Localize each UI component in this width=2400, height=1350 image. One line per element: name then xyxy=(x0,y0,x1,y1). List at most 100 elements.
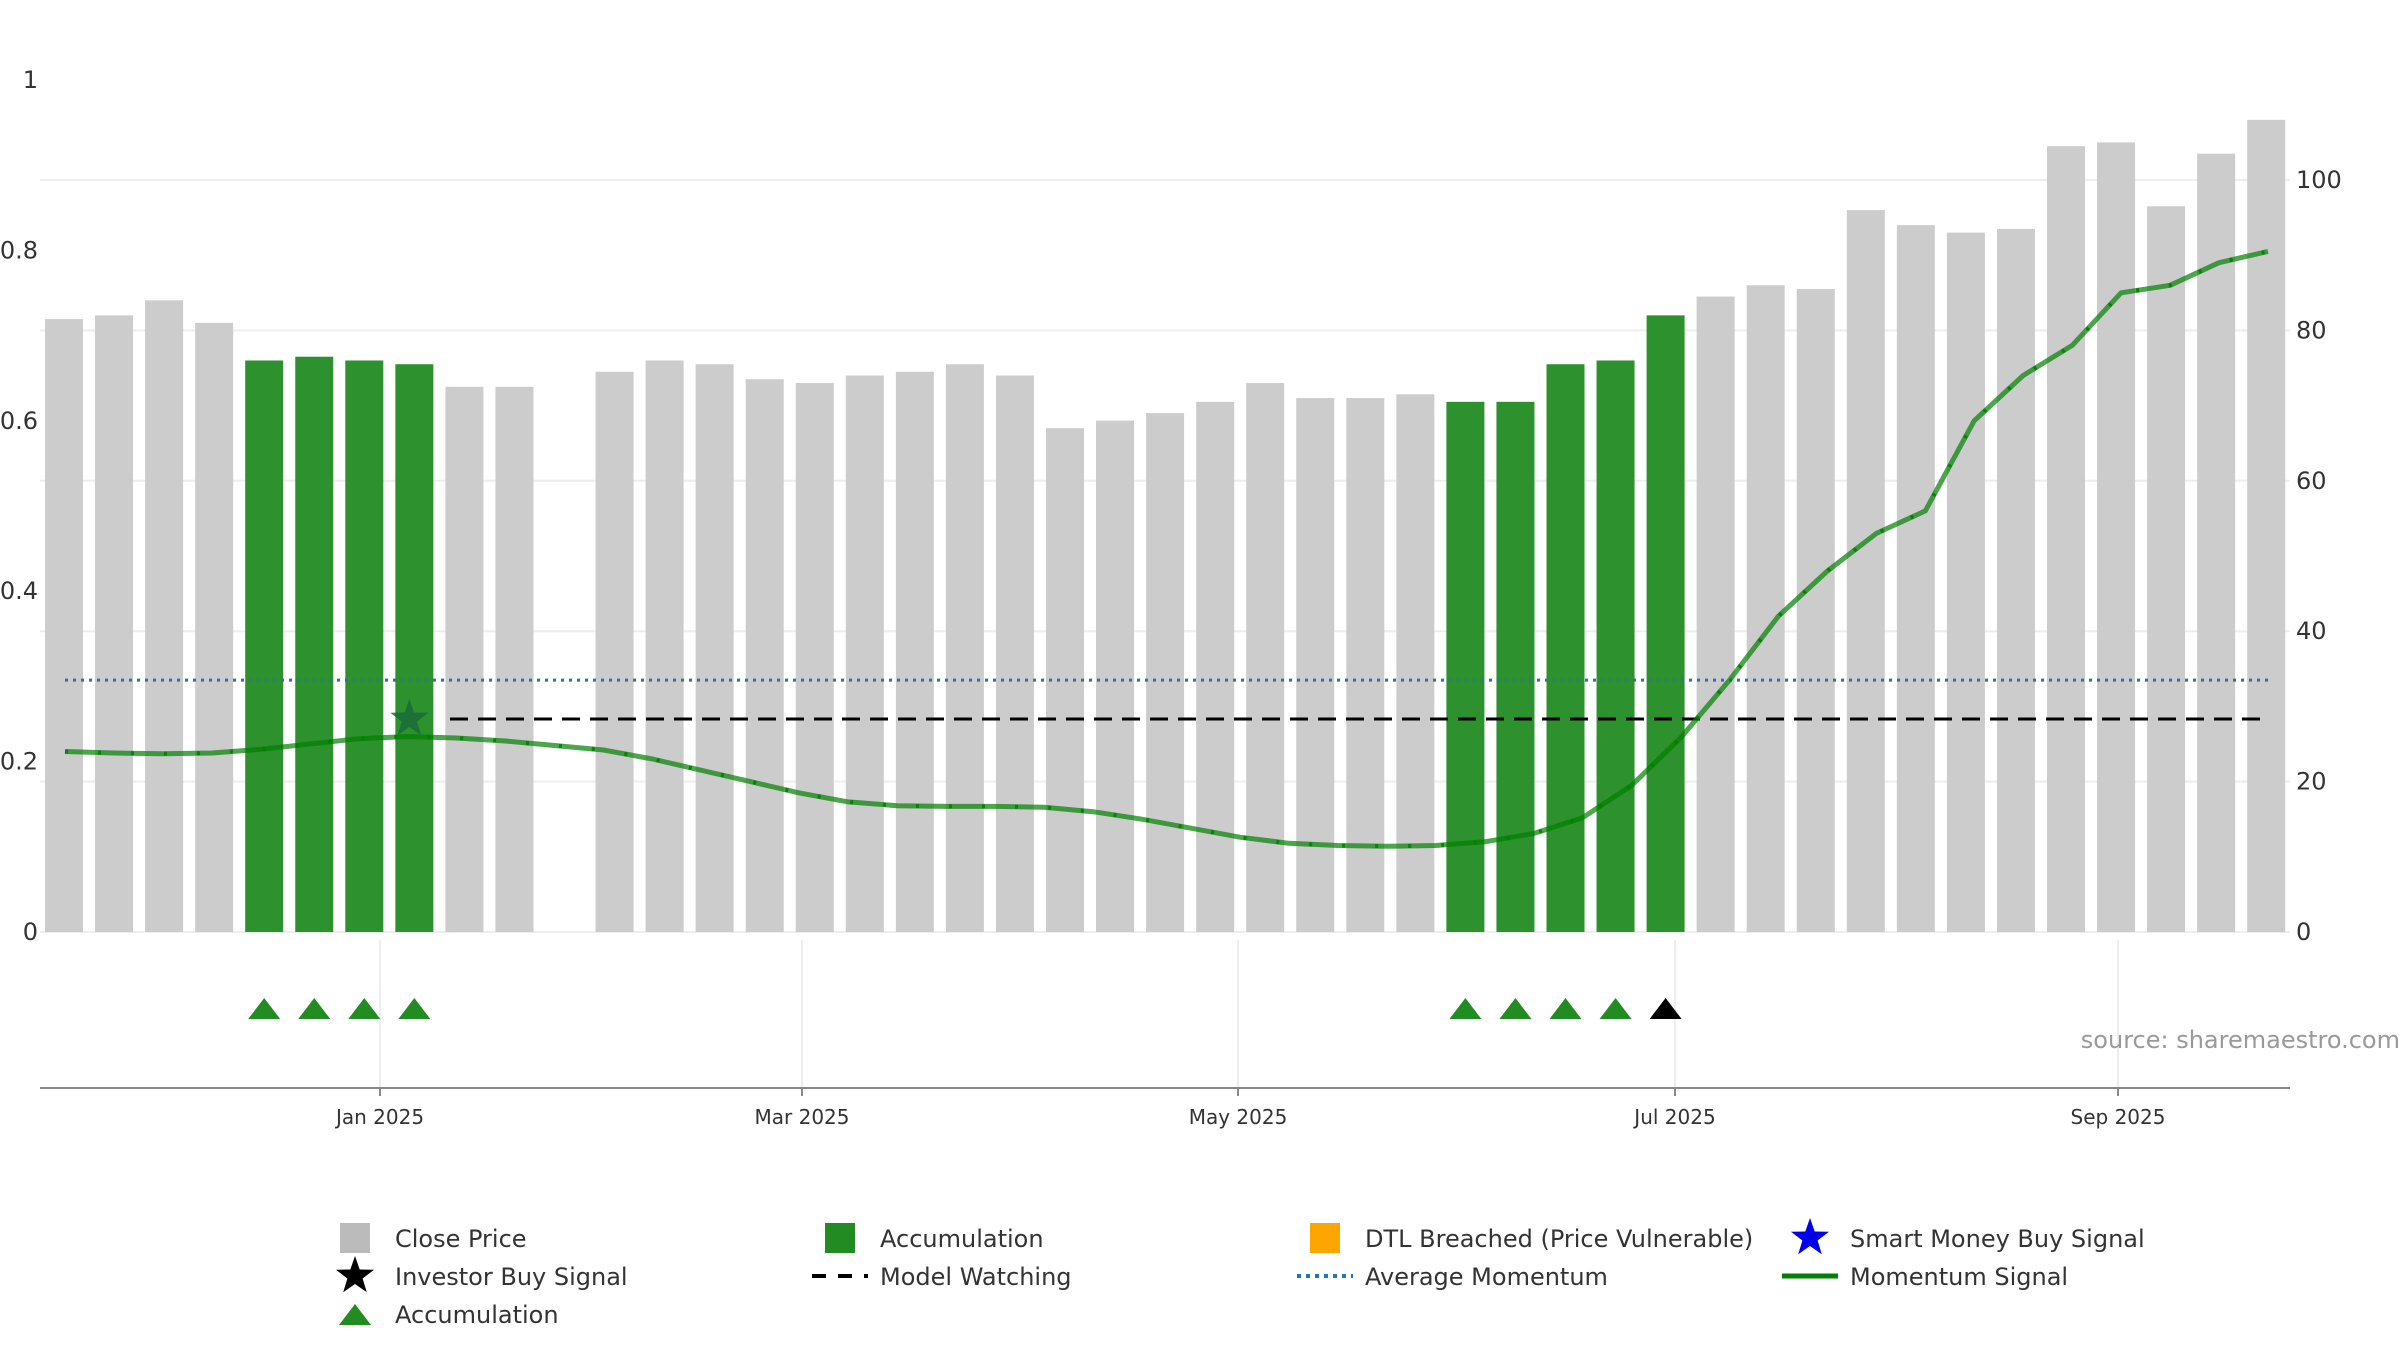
bars-layer xyxy=(45,119,2286,933)
legend-item: Smart Money Buy Signal xyxy=(1791,1218,2145,1255)
x-tick-label: May 2025 xyxy=(1189,1105,1288,1129)
smart-money-star xyxy=(390,699,429,736)
close-price-bar xyxy=(1346,398,1385,933)
legend: Close Price Accumulation DTL Breached (Pri… xyxy=(336,1218,2145,1329)
close-price-bar xyxy=(1796,289,1835,932)
accumulation-triangle xyxy=(348,998,381,1019)
x-tick-label: Jan 2025 xyxy=(334,1105,424,1129)
accumulation-triangle xyxy=(1449,998,1482,1019)
accumulation-triangle xyxy=(298,998,331,1019)
y-left-tick-label: 1 xyxy=(23,66,38,94)
close-price-bar xyxy=(2097,142,2136,932)
close-price-bar xyxy=(2047,146,2085,932)
close-price-bar xyxy=(2197,153,2236,932)
close-price-bar xyxy=(95,315,134,932)
close-price-bar xyxy=(445,386,484,932)
legend-label: Momentum Signal xyxy=(1850,1263,2068,1291)
close-price-bar xyxy=(1996,228,2035,932)
legend-label: Smart Money Buy Signal xyxy=(1850,1225,2145,1253)
accumulation-triangle xyxy=(248,998,281,1019)
accumulation-bar xyxy=(1546,364,1585,932)
x-tick-label: Sep 2025 xyxy=(2071,1105,2166,1129)
close-price-bar xyxy=(745,379,784,932)
close-price-bar xyxy=(145,300,184,932)
legend-item: Average Momentum xyxy=(1297,1263,1608,1291)
close-price-bar xyxy=(1696,296,1735,932)
close-price-bar xyxy=(895,371,934,932)
legend-label: DTL Breached (Price Vulnerable) xyxy=(1365,1225,1753,1253)
close-price-bar xyxy=(1146,413,1185,932)
y-right-tick-label: 20 xyxy=(2296,768,2327,796)
legend-item: Close Price xyxy=(340,1223,527,1253)
y-right-tick-label: 100 xyxy=(2296,166,2342,194)
legend-item: Accumulation xyxy=(339,1301,559,1329)
accumulation-bar xyxy=(1596,360,1635,933)
axes-layer: 0 0.2 0.4 0.6 0.8 1 0 20 40 60 80 100 Jan 2025 Mar 20… xyxy=(0,66,2342,1129)
legend-label: Average Momentum xyxy=(1365,1263,1608,1291)
y-left-tick-label: 0.6 xyxy=(0,407,38,435)
accumulation-bar xyxy=(1646,315,1685,932)
close-price-bar xyxy=(845,375,884,932)
accumulation-bar xyxy=(245,360,284,933)
accumulation-triangle xyxy=(1599,998,1632,1019)
accumulation-bar xyxy=(1446,401,1485,933)
legend-close-price-swatch xyxy=(340,1223,370,1253)
close-price-bar xyxy=(995,375,1034,932)
y-right-tick-label: 80 xyxy=(2296,316,2327,344)
close-price-bar xyxy=(1746,285,1785,932)
accumulation-bar xyxy=(1496,401,1535,933)
investor-triangle xyxy=(1649,998,1682,1019)
close-price-bar xyxy=(1846,210,1885,932)
legend-item: Accumulation xyxy=(825,1223,1044,1253)
close-price-bar xyxy=(2147,206,2186,932)
close-price-bar xyxy=(2247,119,2286,933)
accumulation-bar xyxy=(395,364,434,932)
y-left-tick-label: 0.2 xyxy=(0,748,38,776)
legend-accumulation-triangle xyxy=(339,1304,371,1325)
close-price-bar xyxy=(1896,225,1935,932)
close-price-bar xyxy=(1946,232,1985,932)
accumulation-triangle xyxy=(1499,998,1532,1019)
close-price-bar xyxy=(495,386,534,932)
x-tick-label: Jul 2025 xyxy=(1632,1105,1715,1129)
legend-label: Investor Buy Signal xyxy=(395,1263,628,1291)
legend-dtl-swatch xyxy=(1310,1223,1340,1253)
y-right-tick-label: 40 xyxy=(2296,617,2327,645)
y-right-tick-label: 0 xyxy=(2296,918,2311,946)
close-price-bar xyxy=(1396,394,1435,932)
close-price-bar xyxy=(645,360,684,933)
source-label: source: sharemaestro.com xyxy=(2081,1026,2400,1054)
close-price-bar xyxy=(1246,383,1285,932)
y-left-tick-label: 0.8 xyxy=(0,236,38,264)
accumulation-bar xyxy=(345,360,384,933)
legend-label: Accumulation xyxy=(395,1301,559,1329)
y-left-tick-label: 0.4 xyxy=(0,577,38,605)
close-price-bar xyxy=(945,364,984,932)
momentum-signal-line xyxy=(64,248,2269,849)
x-tick-label: Mar 2025 xyxy=(755,1105,850,1129)
legend-investor-star-icon xyxy=(336,1256,374,1293)
close-price-bar xyxy=(1096,420,1135,932)
accumulation-triangle xyxy=(1549,998,1582,1019)
close-price-bar xyxy=(595,371,634,932)
legend-label: Accumulation xyxy=(880,1225,1044,1253)
legend-item: Model Watching xyxy=(812,1263,1072,1291)
legend-smart-money-star-icon xyxy=(1791,1218,1829,1255)
close-price-bar xyxy=(45,319,83,932)
close-price-bar xyxy=(795,383,834,932)
y-right-tick-label: 60 xyxy=(2296,467,2327,495)
legend-label: Model Watching xyxy=(880,1263,1072,1291)
close-price-bar xyxy=(195,322,234,932)
accumulation-bar xyxy=(295,356,334,933)
close-price-bar xyxy=(1196,401,1235,933)
lines-layer xyxy=(64,248,2270,849)
markers-layer xyxy=(248,699,1682,1019)
accumulation-triangle xyxy=(398,998,431,1019)
legend-item: Investor Buy Signal xyxy=(336,1256,628,1293)
legend-label: Close Price xyxy=(395,1225,527,1253)
close-price-bar xyxy=(1296,398,1335,933)
legend-item: DTL Breached (Price Vulnerable) xyxy=(1310,1223,1753,1253)
legend-accumulation-swatch xyxy=(825,1223,855,1253)
legend-item: Momentum Signal xyxy=(1782,1263,2068,1291)
